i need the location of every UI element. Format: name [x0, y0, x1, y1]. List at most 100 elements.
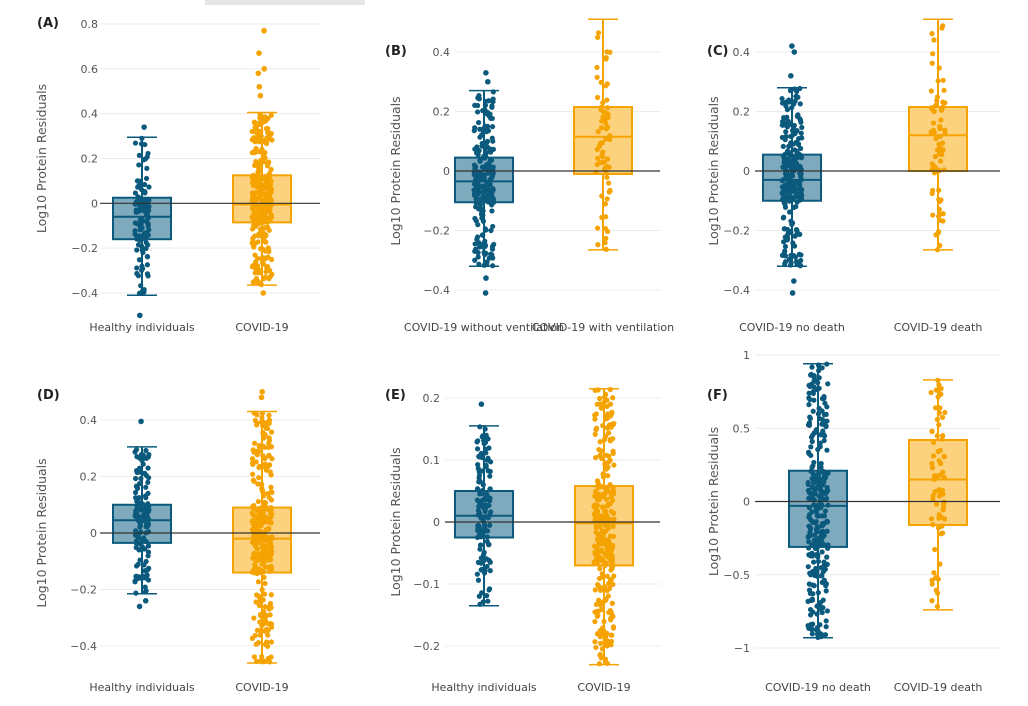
data-point: [486, 587, 492, 593]
data-point: [266, 507, 272, 513]
data-point: [133, 563, 140, 569]
data-point: [263, 117, 269, 123]
y-tick-label: 0.2: [423, 392, 441, 405]
data-point: [821, 513, 827, 519]
data-point: [599, 606, 605, 612]
data-point: [936, 196, 942, 203]
data-point: [132, 228, 138, 234]
data-point: [489, 246, 496, 252]
y-axis-title: Log10 Protein Residuals: [34, 84, 49, 233]
data-point: [814, 484, 820, 490]
data-point: [135, 242, 142, 248]
data-point: [595, 34, 601, 40]
data-point: [816, 405, 822, 411]
data-point: [817, 440, 823, 446]
data-point: [607, 541, 613, 547]
outlier-point: [257, 92, 264, 99]
data-point: [810, 408, 816, 414]
data-point: [471, 172, 477, 178]
data-point: [812, 502, 818, 509]
data-point: [933, 135, 939, 142]
y-tick-label: −0.5: [723, 569, 750, 582]
data-point: [930, 493, 936, 499]
data-point: [259, 185, 265, 191]
outlier-point: [259, 388, 265, 395]
data-point: [610, 562, 616, 569]
data-point: [603, 246, 609, 252]
data-point: [268, 621, 275, 627]
data-point: [257, 192, 264, 198]
data-point: [143, 175, 150, 182]
data-point: [258, 246, 264, 252]
data-point: [796, 191, 802, 197]
data-point: [482, 107, 488, 113]
data-point: [604, 174, 610, 180]
outlier-point: [788, 73, 794, 79]
data-point: [783, 173, 789, 179]
data-point: [252, 561, 258, 568]
data-point: [257, 111, 263, 117]
data-point: [816, 505, 822, 511]
data-point: [599, 193, 605, 199]
data-point: [143, 218, 149, 224]
data-point: [789, 132, 795, 139]
data-point: [928, 129, 934, 135]
data-point: [605, 473, 611, 479]
data-point: [487, 522, 493, 528]
y-tick-label: 0.2: [733, 106, 751, 119]
data-point: [489, 103, 495, 109]
data-point: [489, 124, 496, 130]
data-point: [255, 481, 261, 487]
data-point: [795, 94, 801, 100]
data-point: [486, 512, 493, 518]
data-point: [797, 85, 803, 92]
data-point: [936, 410, 942, 416]
data-point: [596, 661, 603, 667]
data-point: [137, 481, 143, 487]
data-point: [779, 184, 785, 190]
data-point: [266, 412, 272, 418]
data-point: [473, 204, 479, 210]
data-point: [601, 539, 608, 545]
data-point: [817, 622, 823, 628]
data-point: [599, 455, 605, 462]
data-point: [262, 618, 269, 624]
data-point: [929, 60, 935, 66]
data-point: [258, 554, 264, 560]
data-point: [267, 541, 274, 547]
data-point: [477, 126, 483, 132]
data-point: [146, 184, 152, 190]
data-point: [806, 512, 813, 518]
data-point: [146, 207, 152, 214]
data-point: [780, 143, 786, 150]
data-point: [604, 156, 611, 162]
data-point: [798, 196, 805, 202]
x-category-label: COVID-19: [577, 681, 630, 694]
data-point: [941, 167, 947, 173]
data-point: [592, 639, 598, 645]
x-category-label: Healthy individuals: [89, 321, 195, 334]
data-point: [138, 529, 144, 535]
y-tick-label: −0.1: [413, 578, 440, 591]
data-point: [806, 401, 812, 408]
data-point: [602, 584, 608, 590]
data-point: [592, 431, 598, 437]
outlier-point: [484, 78, 491, 85]
data-point: [823, 618, 829, 624]
data-point: [269, 456, 275, 462]
data-point: [475, 254, 481, 260]
data-point: [782, 166, 788, 172]
data-point: [798, 257, 804, 264]
data-point: [790, 195, 796, 202]
data-point: [797, 185, 803, 192]
data-point: [137, 227, 143, 233]
x-category-label: COVID-19: [235, 681, 288, 694]
data-point: [485, 598, 491, 604]
data-point: [595, 30, 602, 36]
data-point: [930, 120, 937, 126]
data-point: [807, 533, 813, 539]
data-point: [602, 225, 609, 232]
data-point: [817, 444, 823, 450]
data-point: [141, 206, 147, 212]
data-point: [593, 524, 599, 530]
